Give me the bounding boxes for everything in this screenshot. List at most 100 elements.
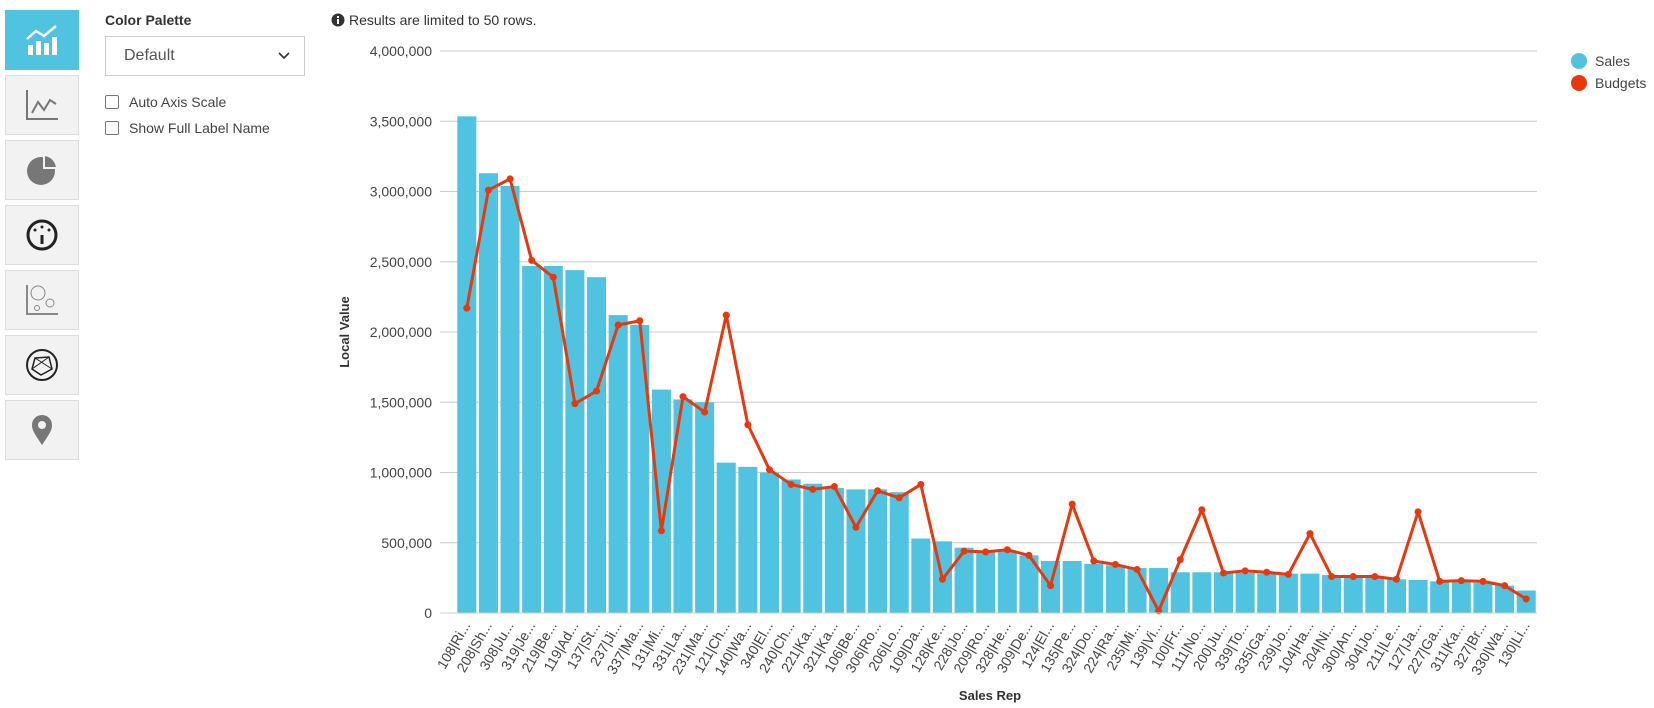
x-tick-label: 130|Li... [1494, 619, 1533, 670]
point [1263, 568, 1271, 576]
point [1522, 595, 1530, 603]
map-button[interactable] [5, 400, 79, 460]
point [809, 485, 817, 493]
bar [543, 265, 563, 613]
pie-chart-button[interactable] [5, 140, 79, 200]
point [1392, 575, 1400, 583]
x-tick-label: 209|Ro... [950, 618, 992, 675]
icon [26, 285, 58, 315]
point [1198, 506, 1206, 514]
legend-label: Budgets [1595, 75, 1646, 91]
x-tick-label: 128|Ke... [907, 619, 949, 675]
point [1003, 546, 1011, 554]
point [1349, 572, 1357, 580]
line-chart-button[interactable] [5, 75, 79, 135]
dropdown-value: Default [124, 47, 175, 64]
point [938, 575, 946, 583]
bar [1170, 572, 1190, 613]
options-title: Color Palette [105, 12, 192, 28]
y-tick-label: 2,000,000 [370, 324, 432, 340]
point [1306, 530, 1314, 538]
point [528, 256, 536, 264]
bar-line-chart-button[interactable] [5, 10, 79, 70]
gauge-button[interactable] [5, 205, 79, 265]
palette-dropdown[interactable]: Default [105, 36, 305, 76]
y-tick-label: 2,500,000 [370, 254, 432, 270]
point [787, 480, 795, 488]
bar [1019, 555, 1039, 613]
bar [630, 324, 650, 613]
point [1457, 577, 1465, 585]
point [1284, 570, 1292, 578]
legend-label: Sales [1595, 53, 1630, 69]
x-tick-label: 339|To... [1211, 619, 1252, 673]
x-tick-label: 306|Ro... [842, 619, 884, 676]
point [1436, 577, 1444, 585]
bar [1408, 579, 1428, 613]
point [463, 304, 471, 312]
icon [26, 25, 57, 55]
checkbox[interactable]: Auto Axis Scale [105, 94, 305, 110]
x-tick-label: 139|Vi... [1126, 619, 1165, 671]
bar [1451, 582, 1471, 613]
bubble-chart-button[interactable] [5, 270, 79, 330]
x-tick-label: 327|Br... [1450, 619, 1490, 672]
x-tick-label: 100|Fr... [1147, 619, 1186, 671]
point [1133, 565, 1141, 573]
x-tick-label: 321|Ka... [799, 619, 841, 675]
network-button[interactable] [5, 335, 79, 395]
x-tick-label: 121|Ch... [691, 619, 733, 676]
bar [1192, 572, 1212, 613]
x-tick-label: 137|St... [563, 619, 603, 672]
x-axis-title: Sales Rep [959, 688, 1021, 703]
x-tick-label: 340|El... [737, 619, 776, 671]
x-tick-label: 224|Ra... [1080, 619, 1122, 676]
point [722, 311, 730, 319]
point [1155, 607, 1163, 615]
x-tick-label: 330|Wa... [1468, 619, 1511, 678]
bar [1495, 585, 1515, 613]
bar [1149, 568, 1169, 613]
x-tick-label: 140|Wa... [711, 619, 754, 678]
point [506, 175, 514, 183]
point [982, 548, 990, 556]
x-tick-label: 124|El... [1018, 619, 1057, 671]
x-tick-label: 328|He... [972, 619, 1014, 676]
checkbox[interactable]: Show Full Label Name [105, 120, 305, 136]
point [484, 186, 492, 194]
checkbox-label: Auto Axis Scale [129, 94, 227, 110]
notice-text: Results are limited to 50 rows. [349, 12, 537, 28]
point [549, 273, 557, 281]
bar [673, 399, 693, 613]
point [701, 408, 709, 416]
legend-marker [1571, 75, 1587, 91]
y-tick-label: 3,000,000 [370, 184, 432, 200]
point [1414, 508, 1422, 516]
x-tick-label: 119|Ad... [540, 619, 581, 674]
bar [1516, 590, 1536, 613]
point [1241, 567, 1249, 575]
point [1479, 577, 1487, 585]
x-tick-label: 221|Ka... [778, 619, 820, 675]
line [465, 177, 1527, 613]
bar [997, 551, 1017, 613]
icon [27, 153, 59, 185]
x-tick-label: 127|Ja... [1384, 619, 1425, 673]
x-tick-label: 131|Mi... [627, 619, 668, 673]
y-tick-label: 1,500,000 [370, 394, 432, 410]
point [852, 523, 860, 531]
point [1328, 572, 1336, 580]
x-tick-label: 231|Ma... [668, 619, 711, 677]
bar [1473, 582, 1493, 613]
x-tick-label: 106|Be... [821, 619, 863, 675]
point [765, 466, 773, 474]
point [1047, 582, 1055, 590]
legend-marker [1571, 53, 1587, 69]
x-tick-label: 208|Sh... [453, 619, 495, 675]
x-tick-label: 135|Pe... [1037, 619, 1079, 675]
point [874, 487, 882, 495]
bar [1062, 561, 1082, 613]
bar [1386, 579, 1406, 613]
point [1176, 556, 1184, 564]
bar [1257, 573, 1277, 613]
